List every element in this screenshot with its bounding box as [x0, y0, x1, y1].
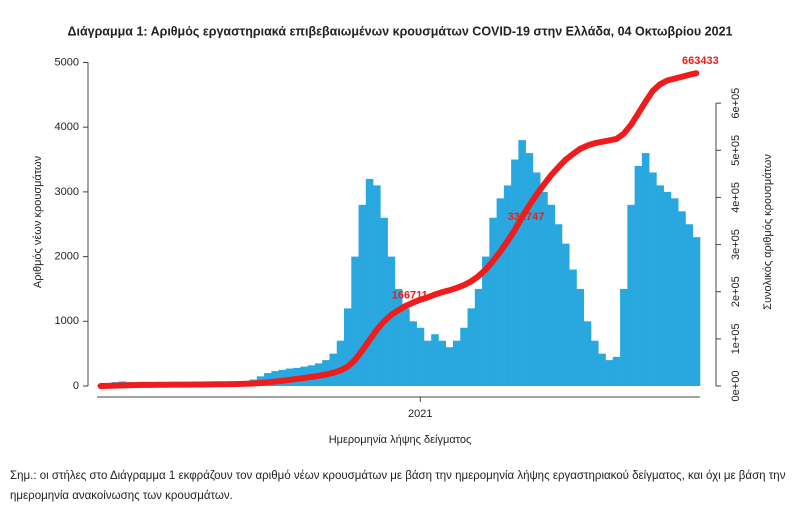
- annotation: 663433: [682, 55, 719, 67]
- annotation: 332747: [508, 211, 545, 223]
- bar: [583, 321, 592, 386]
- y2-axis-label: Συνολικός αριθμός κρουσμάτων: [762, 154, 774, 310]
- bar: [482, 256, 490, 386]
- bar: [387, 256, 396, 386]
- bar: [365, 178, 374, 386]
- bar: [373, 185, 381, 386]
- y-tick-label: 0: [73, 380, 79, 392]
- bar: [344, 308, 352, 386]
- y2-tick-label: 5e+05: [730, 135, 742, 166]
- bar: [402, 308, 410, 386]
- footnote: Σημ.: οι στήλες στο Διάγραμμα 1 εκφράζου…: [10, 470, 786, 502]
- bar: [627, 204, 635, 386]
- bar: [620, 288, 628, 386]
- y2-tick-label: 4e+05: [730, 182, 742, 213]
- bar: [336, 340, 345, 386]
- bar: [409, 321, 417, 386]
- y-tick-label: 3000: [55, 186, 79, 198]
- bar: [634, 166, 643, 386]
- bar: [525, 153, 534, 386]
- chart: Διάγραμμα 1: Αριθμός εργαστηριακά επιβεβ…: [32, 24, 774, 446]
- bar: [678, 211, 686, 386]
- bar: [532, 172, 541, 386]
- bar: [685, 224, 694, 386]
- bar: [591, 340, 599, 386]
- y-tick-label: 5000: [55, 56, 79, 68]
- bar: [358, 204, 367, 386]
- y-tick-label: 2000: [55, 250, 79, 262]
- bar: [554, 224, 563, 386]
- y2-tick-label: 6e+05: [730, 88, 742, 119]
- bar: [452, 340, 461, 386]
- chart-title: Διάγραμμα 1: Αριθμός εργαστηριακά επιβεβ…: [67, 24, 732, 38]
- bar: [511, 159, 519, 386]
- bar: [598, 353, 606, 386]
- bar: [503, 185, 512, 386]
- x-tick-label: 2021: [408, 408, 432, 420]
- cumulative-line: [97, 70, 700, 389]
- bar: [576, 288, 585, 386]
- bar: [561, 243, 570, 386]
- bar: [438, 340, 447, 386]
- bar: [692, 237, 701, 386]
- bar: [605, 360, 614, 386]
- bar: [663, 191, 672, 386]
- bar: [445, 347, 454, 386]
- bar: [423, 340, 432, 386]
- bar: [431, 334, 439, 386]
- bar: [380, 217, 388, 386]
- bar: [656, 185, 664, 386]
- bar: [670, 198, 679, 386]
- bar: [416, 327, 425, 386]
- bar: [460, 327, 468, 386]
- bar: [394, 288, 403, 386]
- bar: [496, 198, 505, 386]
- bar: [612, 356, 621, 386]
- bar: [649, 172, 657, 386]
- bar: [351, 256, 359, 386]
- bar: [641, 153, 650, 386]
- y2-tick-label: 1e+05: [730, 323, 742, 354]
- y2-tick-label: 3e+05: [730, 229, 742, 260]
- y-tick-label: 1000: [55, 315, 79, 327]
- bar: [569, 269, 577, 386]
- bar: [547, 204, 555, 386]
- annotation: 166711: [392, 289, 428, 301]
- x-axis-label: Ημερομηνία λήψης δείγματος: [329, 434, 472, 446]
- bar: [489, 217, 497, 386]
- bar: [518, 140, 526, 386]
- bar: [540, 191, 548, 386]
- bar: [467, 308, 476, 386]
- y2-tick-label: 2e+05: [730, 276, 742, 307]
- bar: [474, 288, 483, 386]
- y2-tick-label: 0e+00: [730, 371, 742, 402]
- y-axis-label: Αριθμός νέων κρουσμάτων: [32, 155, 44, 288]
- y-tick-label: 4000: [55, 121, 79, 133]
